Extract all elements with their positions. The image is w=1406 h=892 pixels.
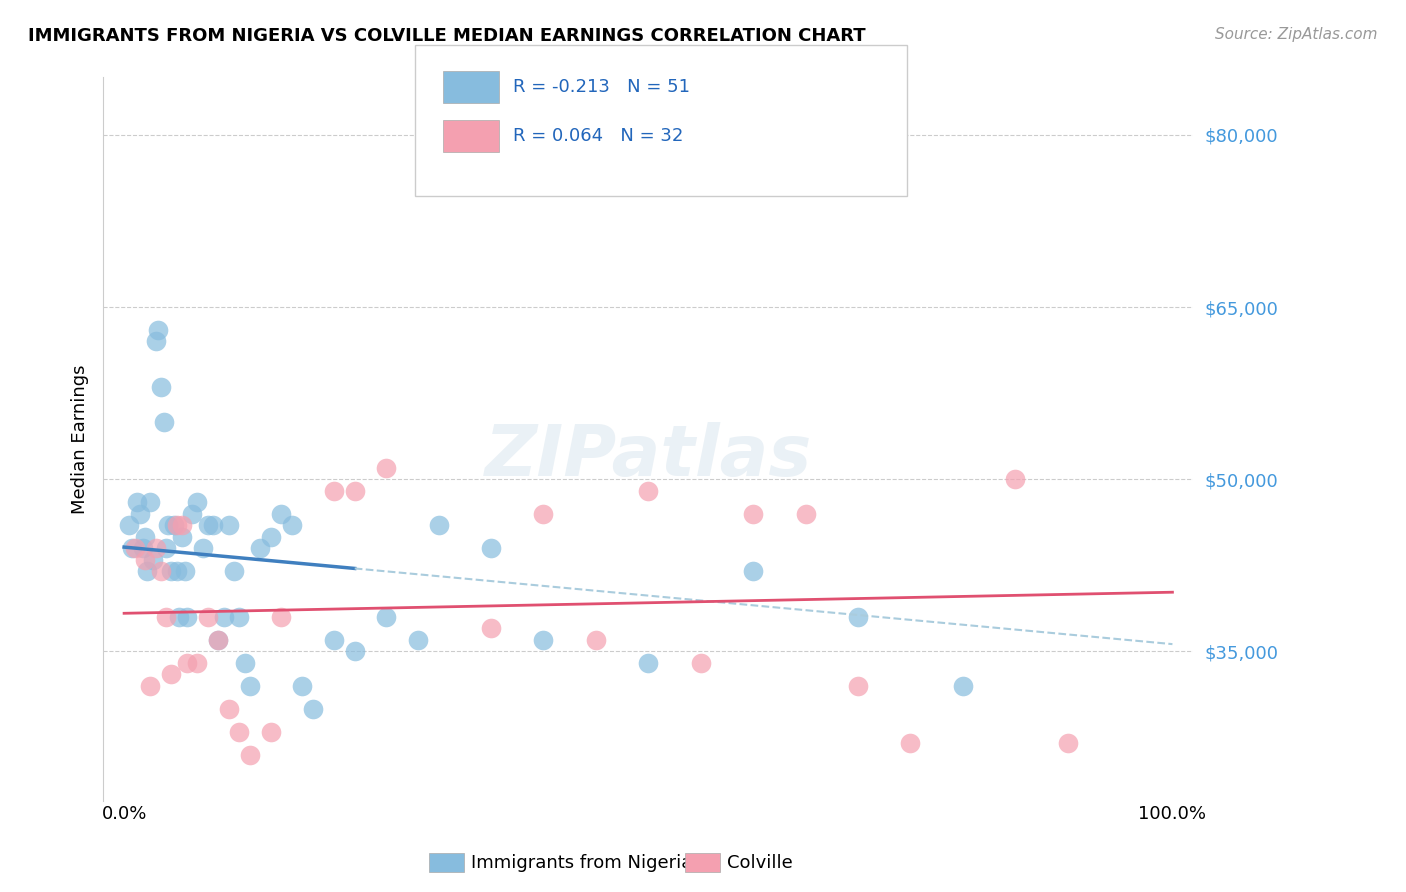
Point [375,610,398,624]
Point [218,702,240,716]
Point [157,518,180,533]
Point [191,541,214,555]
Point [1056,736,1078,750]
Point [142,552,165,566]
Point [128,507,150,521]
Point [794,507,817,521]
Point [155,610,177,624]
Point [136,564,159,578]
Point [301,702,323,716]
Point [260,724,283,739]
Point [132,541,155,555]
Point [228,724,250,739]
Point [228,610,250,624]
Point [197,518,219,533]
Point [322,483,344,498]
Text: Immigrants from Nigeria: Immigrants from Nigeria [471,854,692,871]
Point [139,495,162,509]
Point [121,541,143,555]
Point [149,380,172,394]
Text: IMMIGRANTS FROM NIGERIA VS COLVILLE MEDIAN EARNINGS CORRELATION CHART: IMMIGRANTS FROM NIGERIA VS COLVILLE MEDI… [28,27,866,45]
Point [479,622,502,636]
Point [124,541,146,555]
Point [239,747,262,762]
Point [291,679,314,693]
Point [134,552,156,566]
Point [170,518,193,533]
Text: R = -0.213   N = 51: R = -0.213 N = 51 [513,78,690,95]
Point [160,564,183,578]
Point [167,610,190,624]
Point [270,507,292,521]
Point [1004,472,1026,486]
Point [186,495,208,509]
Point [427,518,450,533]
Point [322,632,344,647]
Point [585,632,607,647]
Point [181,507,204,521]
Point [149,564,172,578]
Point [170,530,193,544]
Point [212,610,235,624]
Point [233,656,256,670]
Point [176,656,198,670]
Point [479,541,502,555]
Point [145,541,167,555]
Point [139,679,162,693]
Point [742,507,765,521]
Text: Source: ZipAtlas.com: Source: ZipAtlas.com [1215,27,1378,42]
Point [118,518,141,533]
Point [533,632,555,647]
Point [163,518,186,533]
Text: R = 0.064   N = 32: R = 0.064 N = 32 [513,127,683,145]
Point [375,460,398,475]
Point [160,667,183,681]
Text: Colville: Colville [727,854,793,871]
Point [202,518,225,533]
Point [153,415,176,429]
Point [260,530,283,544]
Point [207,632,229,647]
Point [846,610,869,624]
Point [281,518,304,533]
Point [406,632,429,647]
Point [166,564,188,578]
Point [145,334,167,349]
Point [155,541,177,555]
Point [846,679,869,693]
Y-axis label: Median Earnings: Median Earnings [72,364,89,514]
Point [637,483,659,498]
Point [207,632,229,647]
Point [125,495,148,509]
Point [197,610,219,624]
Point [343,644,366,658]
Point [176,610,198,624]
Point [533,507,555,521]
Point [146,323,169,337]
Point [689,656,711,670]
Point [343,483,366,498]
Point [224,564,246,578]
Point [134,530,156,544]
Point [218,518,240,533]
Point [742,564,765,578]
Point [174,564,197,578]
Point [249,541,271,555]
Point [239,679,262,693]
Point [186,656,208,670]
Text: ZIPatlas: ZIPatlas [485,422,811,491]
Point [952,679,974,693]
Point [898,736,921,750]
Point [270,610,292,624]
Point [637,656,659,670]
Point [166,518,188,533]
